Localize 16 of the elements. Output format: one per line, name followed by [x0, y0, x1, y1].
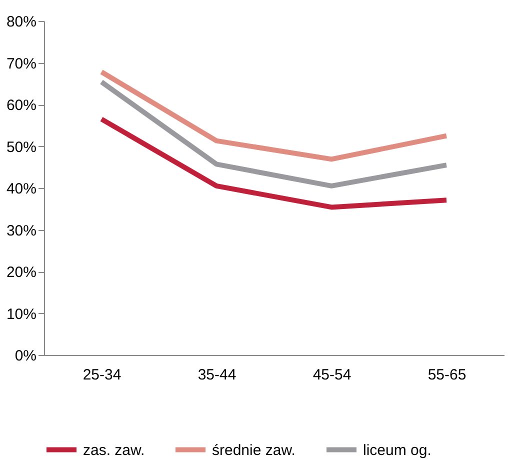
y-tick-label: 70%: [6, 55, 36, 72]
legend-label: zas. zaw.: [83, 442, 145, 459]
legend-label: średnie zaw.: [212, 442, 296, 459]
y-tick-label: 50%: [6, 138, 36, 156]
y-tick-label: 30%: [6, 222, 36, 240]
x-tick-label: 55-65: [428, 366, 466, 384]
legend-label: liceum og.: [363, 442, 432, 459]
y-tick-label: 20%: [6, 264, 36, 281]
y-tick-label: 60%: [6, 97, 36, 114]
y-tick-label: 0%: [14, 348, 36, 364]
x-tick-label: 25-34: [82, 366, 122, 384]
x-tick-label: 35-44: [198, 366, 236, 384]
y-tick-label: 10%: [6, 306, 36, 323]
y-tick-label: 80%: [6, 14, 36, 30]
x-tick-label: 45-54: [312, 366, 352, 384]
y-tick-label: 40%: [6, 180, 36, 198]
